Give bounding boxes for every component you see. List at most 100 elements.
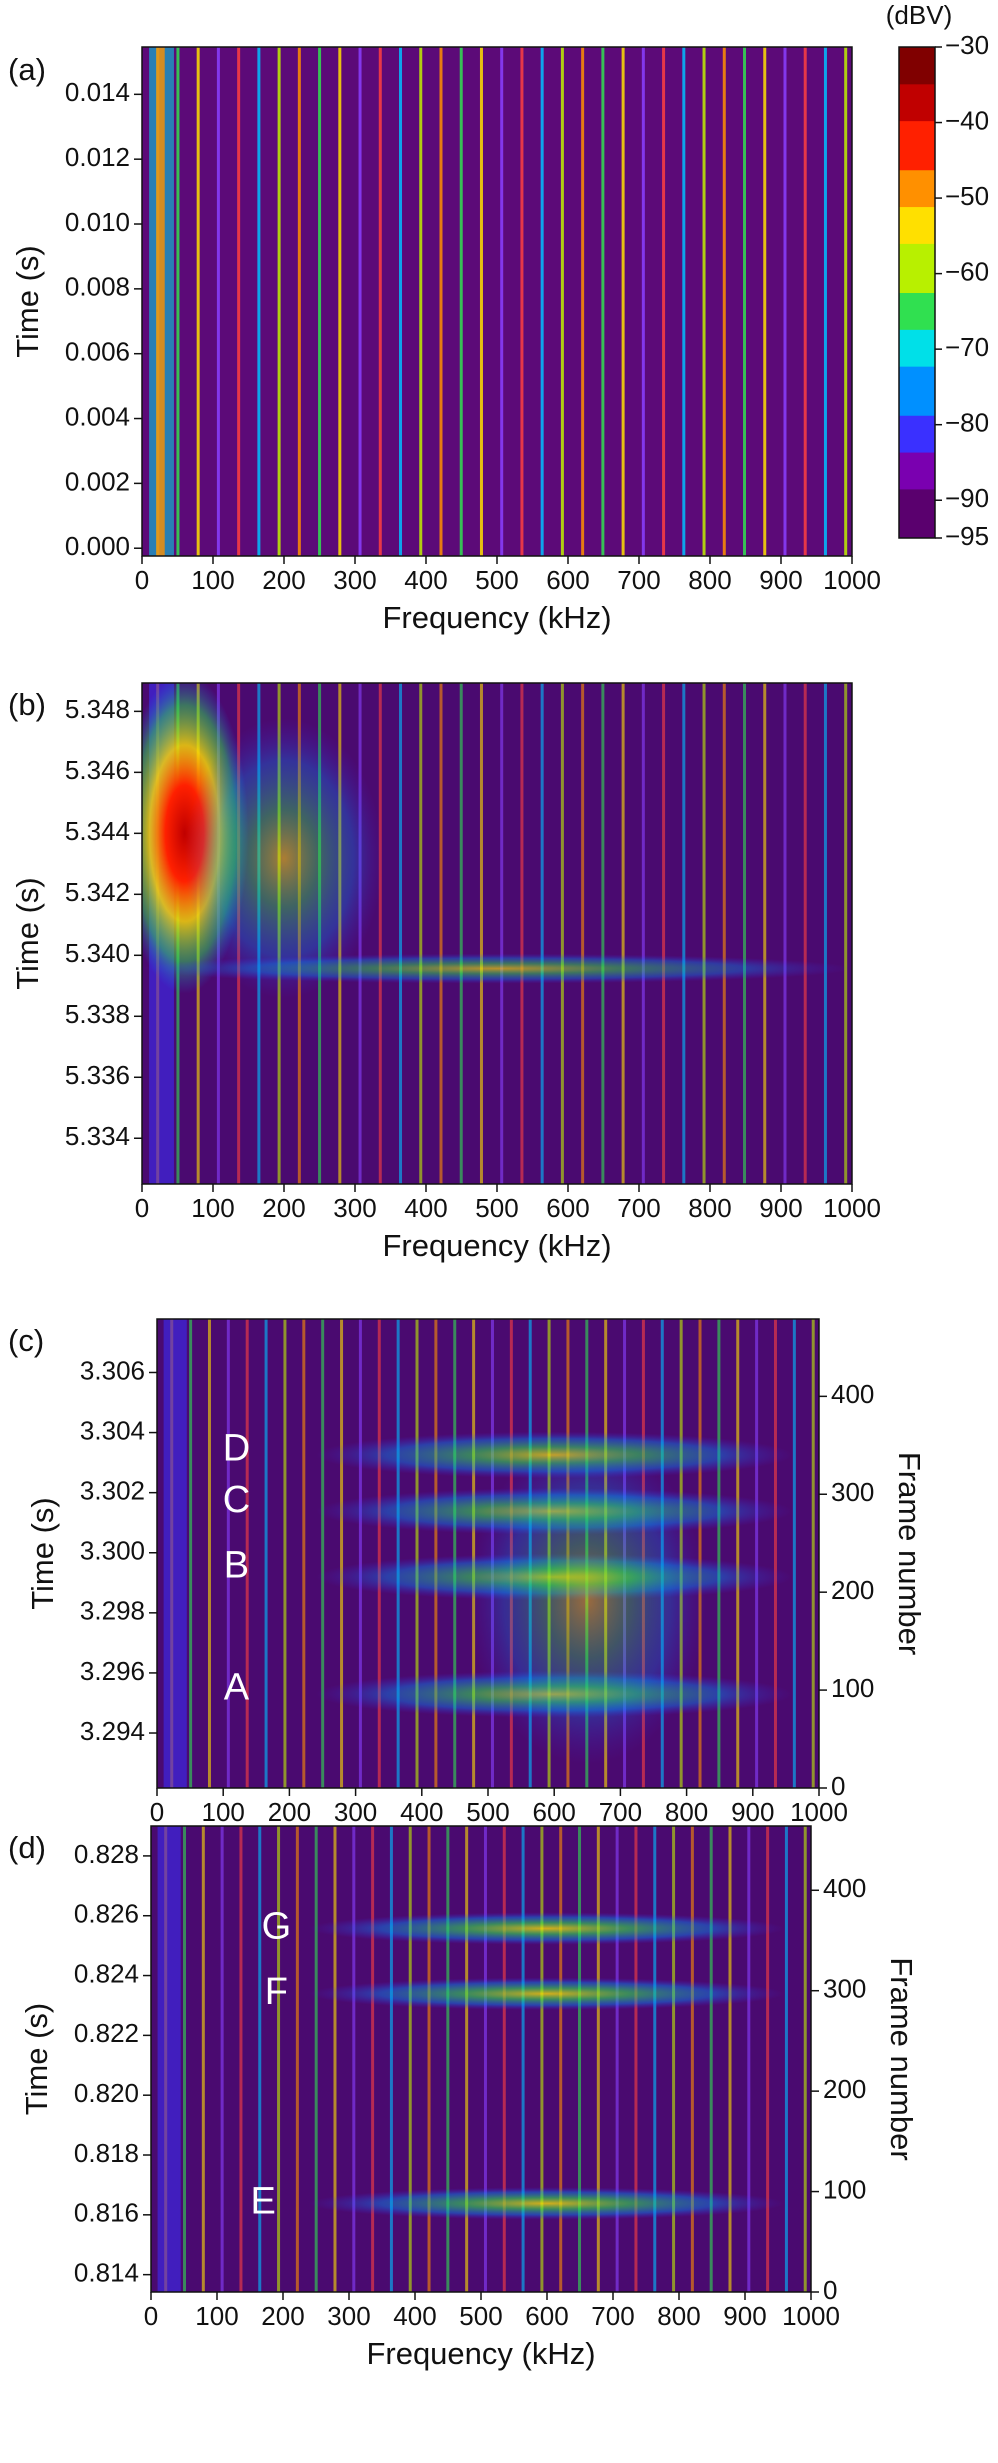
harmonic-line <box>803 1826 807 2292</box>
colorbar-tick-label: −70 <box>945 332 989 362</box>
y-tick-label: 0.816 <box>74 2198 139 2228</box>
x-tick-label: 800 <box>688 1193 731 1223</box>
y-tick-label: 0.000 <box>65 531 130 561</box>
colorbar-swatch <box>899 329 935 343</box>
harmonic-line <box>257 47 261 556</box>
x-tick-label: 200 <box>268 1797 311 1827</box>
harmonic-line <box>581 47 585 556</box>
colorbar-swatch <box>899 108 935 122</box>
panel-label: (b) <box>8 687 46 722</box>
colorbar-swatch <box>899 83 935 97</box>
x-tick-label: 1000 <box>782 2301 840 2331</box>
y-tick-label: 5.334 <box>65 1121 130 1151</box>
x-axis-label: Frequency (kHz) <box>382 1228 611 1263</box>
harmonic-line <box>783 683 787 1184</box>
y2-tick-label: 200 <box>831 1575 874 1605</box>
harmonic-line <box>399 47 403 556</box>
y-tick-label: 0.828 <box>74 1839 139 1869</box>
harmonic-line <box>201 1826 205 2292</box>
harmonic-line <box>176 47 180 556</box>
x-tick-label: 200 <box>262 565 305 595</box>
colorbar-swatch <box>899 182 935 195</box>
colorbar-swatch <box>899 96 935 109</box>
glow <box>309 2187 785 2220</box>
harmonic-line <box>333 1826 337 2292</box>
harmonic-line <box>352 1826 356 2292</box>
harmonic-line <box>459 47 463 556</box>
harmonic-line <box>483 1826 487 2292</box>
colorbar-swatch <box>899 304 935 318</box>
y-axis-label: Time (s) <box>10 245 45 358</box>
y2-tick-label: 100 <box>831 1673 874 1703</box>
harmonic-line <box>690 1826 694 2292</box>
low-band <box>163 1319 187 1788</box>
colorbar-frame <box>898 46 936 539</box>
x-tick-label: 700 <box>617 1193 660 1223</box>
colorbar-swatch <box>899 218 935 232</box>
y-axis-label: Time (s) <box>10 877 45 990</box>
harmonic-line <box>783 47 787 556</box>
y-tick-label: 0.824 <box>74 1958 139 1988</box>
harmonic-line <box>763 683 767 1184</box>
colorbar-swatch <box>899 157 935 171</box>
harmonic-line <box>596 1826 600 2292</box>
harmonic-line <box>728 1826 732 2292</box>
harmonic-line <box>702 47 706 556</box>
harmonic-line <box>419 47 423 556</box>
x-tick-label: 600 <box>533 1797 576 1827</box>
x-tick-label: 1000 <box>790 1797 848 1827</box>
y-tick-label: 0.004 <box>65 401 130 431</box>
spectrogram <box>151 1826 811 2292</box>
colorbar-tick-label: −30 <box>945 30 989 60</box>
y-tick-label: 0.818 <box>74 2138 139 2168</box>
harmonic-line <box>540 683 544 1184</box>
x-tick-label: 800 <box>657 2301 700 2331</box>
harmonic-line <box>601 683 605 1184</box>
y-tick-label: 0.010 <box>65 207 130 237</box>
harmonic-line <box>709 1826 713 2292</box>
x-tick-label: 500 <box>475 565 518 595</box>
spectrogram <box>142 683 852 1184</box>
harmonic-line <box>408 1826 412 2292</box>
harmonic-line <box>520 683 524 1184</box>
harmonic-line <box>258 1826 262 2292</box>
harmonic-line <box>338 47 342 556</box>
harmonic-line <box>415 1319 419 1788</box>
colorbar-swatch <box>899 390 935 404</box>
y-tick-label: 3.302 <box>80 1476 145 1506</box>
x-tick-label: 300 <box>333 565 376 595</box>
colorbar-swatch <box>899 71 935 85</box>
colorbar-swatch <box>899 341 935 355</box>
harmonic-line <box>439 683 443 1184</box>
harmonic-line <box>220 1826 224 2292</box>
y-tick-label: 3.298 <box>80 1596 145 1626</box>
colorbar-swatch <box>899 366 935 379</box>
x-tick-label: 500 <box>475 1193 518 1223</box>
x-tick-label: 600 <box>546 565 589 595</box>
harmonic-line <box>377 1319 381 1788</box>
glow <box>184 718 384 999</box>
x-tick-label: 700 <box>599 1797 642 1827</box>
low-band <box>157 1826 181 2292</box>
y-tick-label: 0.008 <box>65 272 130 302</box>
x-tick-label: 400 <box>404 565 447 595</box>
colorbar-tick-label: −95 <box>945 521 989 551</box>
harmonic-line <box>500 47 504 556</box>
annotation: E <box>251 2180 276 2222</box>
harmonic-line <box>621 683 625 1184</box>
y-tick-label: 0.012 <box>65 142 130 172</box>
x-tick-label: 0 <box>150 1797 164 1827</box>
x-tick-label: 700 <box>591 2301 634 2331</box>
y-tick-label: 5.340 <box>65 938 130 968</box>
x-axis-label: Frequency (kHz) <box>382 600 611 635</box>
colorbar-swatch <box>899 145 935 158</box>
colorbar-swatch <box>899 255 935 269</box>
harmonic-line <box>662 683 666 1184</box>
y-axis-label: Time (s) <box>19 2003 54 2116</box>
colorbar-swatch <box>899 452 935 465</box>
x-tick-label: 800 <box>688 565 731 595</box>
x-tick-label: 900 <box>759 1193 802 1223</box>
harmonic-line <box>283 1319 287 1788</box>
harmonic-line <box>702 683 706 1184</box>
y-tick-label: 5.344 <box>65 816 130 846</box>
